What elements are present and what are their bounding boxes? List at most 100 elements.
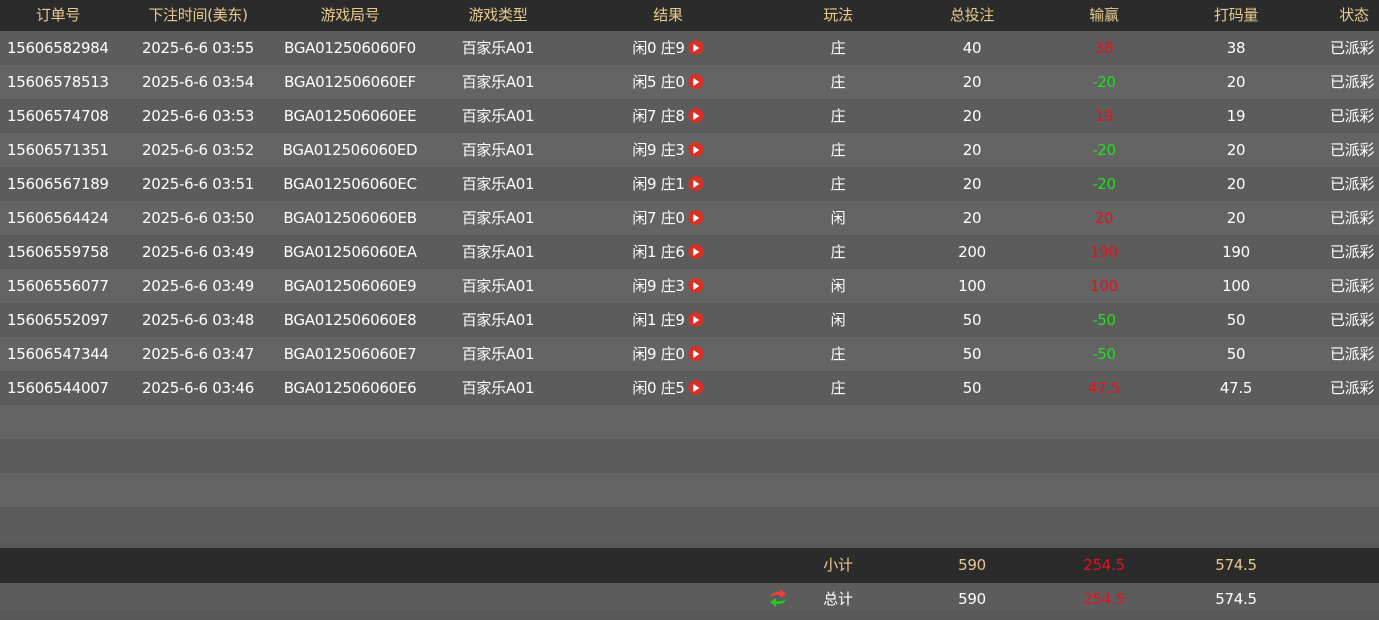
- bet-time-text: 2025-6-6 03:47: [142, 345, 254, 363]
- bet-time: 2025-6-6 03:49: [142, 269, 254, 303]
- play-icon[interactable]: [688, 278, 704, 293]
- round-id: BGA012506060ED: [283, 133, 418, 167]
- play-icon[interactable]: [688, 244, 704, 259]
- result: 闲9 庄3: [632, 133, 704, 167]
- bet-type: 庄: [831, 337, 846, 371]
- round-id: BGA012506060EA: [283, 235, 417, 269]
- result: 闲7 庄0: [632, 201, 704, 235]
- bet-time: 2025-6-6 03:48: [142, 303, 254, 337]
- order-id: 15606574708: [7, 99, 109, 133]
- game-type-text: 百家乐A01: [461, 107, 535, 125]
- refresh-icon[interactable]: [767, 587, 789, 620]
- turnover: 50: [1227, 337, 1246, 371]
- total-bet: 200: [958, 235, 986, 269]
- play-icon[interactable]: [688, 108, 704, 123]
- status-text: 已派彩: [1330, 209, 1375, 227]
- turnover: 20: [1227, 65, 1246, 99]
- table-row: 15606571351 2025-6-6 03:52 BGA012506060ED 百…: [0, 133, 1379, 167]
- total-bet: 590: [958, 590, 986, 608]
- order-id: 15606571351: [7, 133, 109, 167]
- result-text: 闲9 庄3: [632, 141, 685, 159]
- bet-type: 庄: [831, 235, 846, 269]
- bet-type-text: 庄: [830, 73, 846, 91]
- header-turnover: 打码量: [1213, 6, 1259, 24]
- total-win: 254.5: [1083, 590, 1125, 608]
- play-icon[interactable]: [688, 380, 704, 395]
- total-bet-text: 50: [962, 379, 982, 397]
- order-id-text: 15606544007: [7, 379, 109, 397]
- turnover: 20: [1227, 167, 1246, 201]
- bet-type-text: 庄: [830, 345, 846, 363]
- turnover-text: 38: [1226, 39, 1246, 57]
- turnover: 38: [1227, 31, 1246, 65]
- total-bet: 50: [963, 337, 982, 371]
- bet-time: 2025-6-6 03:47: [142, 337, 254, 371]
- empty-row: [0, 507, 1379, 541]
- empty-row: [0, 405, 1379, 439]
- bet-time: 2025-6-6 03:55: [142, 31, 254, 65]
- play-icon[interactable]: [688, 346, 704, 361]
- round-id-text: BGA012506060EE: [283, 107, 417, 125]
- bet-time: 2025-6-6 03:49: [142, 235, 254, 269]
- total-bet: 40: [963, 31, 982, 65]
- order-id: 15606552097: [7, 303, 109, 337]
- turnover-text: 20: [1226, 175, 1246, 193]
- status: 已派彩: [1330, 303, 1374, 337]
- game-type: 百家乐A01: [462, 303, 535, 337]
- status: 已派彩: [1330, 167, 1374, 201]
- result-text: 闲9 庄3: [632, 277, 685, 295]
- result: 闲9 庄1: [632, 167, 704, 201]
- play-icon[interactable]: [688, 74, 704, 89]
- bet-type: 庄: [831, 65, 846, 99]
- status-text: 已派彩: [1330, 175, 1375, 193]
- order-id: 15606567189: [7, 167, 109, 201]
- total-bet-text: 20: [962, 209, 982, 227]
- total-bet: 20: [963, 167, 982, 201]
- round-id: BGA012506060EF: [284, 65, 416, 99]
- status: 已派彩: [1330, 371, 1374, 405]
- game-type-text: 百家乐A01: [461, 141, 535, 159]
- round-id: BGA012506060EE: [284, 99, 417, 133]
- table-row: 15606578513 2025-6-6 03:54 BGA012506060EF 百…: [0, 65, 1379, 99]
- result-text: 闲9 庄0: [632, 345, 685, 363]
- bet-time: 2025-6-6 03:52: [142, 133, 254, 167]
- turnover: 20: [1227, 133, 1246, 167]
- status: 已派彩: [1330, 65, 1374, 99]
- status: 已派彩: [1330, 235, 1374, 269]
- total-bet: 100: [958, 269, 986, 303]
- order-id-text: 15606552097: [7, 311, 109, 329]
- result-text: 闲7 庄0: [632, 209, 685, 227]
- result: 闲1 庄6: [632, 235, 704, 269]
- turnover: 50: [1227, 303, 1246, 337]
- bet-type: 庄: [831, 99, 846, 133]
- turnover-text: 100: [1222, 277, 1250, 295]
- win-loss-text: 20: [1094, 209, 1114, 227]
- total-bet-text: 20: [962, 107, 982, 125]
- total-bet: 20: [963, 201, 982, 235]
- bet-type-text: 庄: [830, 379, 846, 397]
- bet-time-text: 2025-6-6 03:48: [142, 311, 254, 329]
- round-id: BGA012506060F0: [284, 31, 416, 65]
- round-id-text: BGA012506060EF: [284, 73, 416, 91]
- total-row: 总计 590 254.5 574.5: [0, 583, 1379, 610]
- game-type: 百家乐A01: [462, 201, 535, 235]
- play-icon[interactable]: [688, 210, 704, 225]
- play-icon[interactable]: [688, 40, 704, 55]
- header-win-loss: 输赢: [1089, 6, 1119, 24]
- play-icon[interactable]: [688, 176, 704, 191]
- play-icon[interactable]: [688, 142, 704, 157]
- bet-type-text: 庄: [830, 39, 846, 57]
- order-id-text: 15606582984: [7, 39, 109, 57]
- status: 已派彩: [1330, 201, 1374, 235]
- order-id: 15606578513: [7, 65, 109, 99]
- round-id-text: BGA012506060E7: [283, 345, 417, 363]
- total-bet-text: 20: [962, 73, 982, 91]
- win-loss: -20: [1092, 167, 1116, 201]
- total-bet: 20: [963, 99, 982, 133]
- play-icon[interactable]: [688, 312, 704, 327]
- subtotal-bet: 590: [958, 556, 986, 574]
- win-loss: -50: [1092, 337, 1116, 371]
- status: 已派彩: [1330, 269, 1374, 303]
- order-id: 15606544007: [7, 371, 109, 405]
- turnover: 20: [1227, 201, 1246, 235]
